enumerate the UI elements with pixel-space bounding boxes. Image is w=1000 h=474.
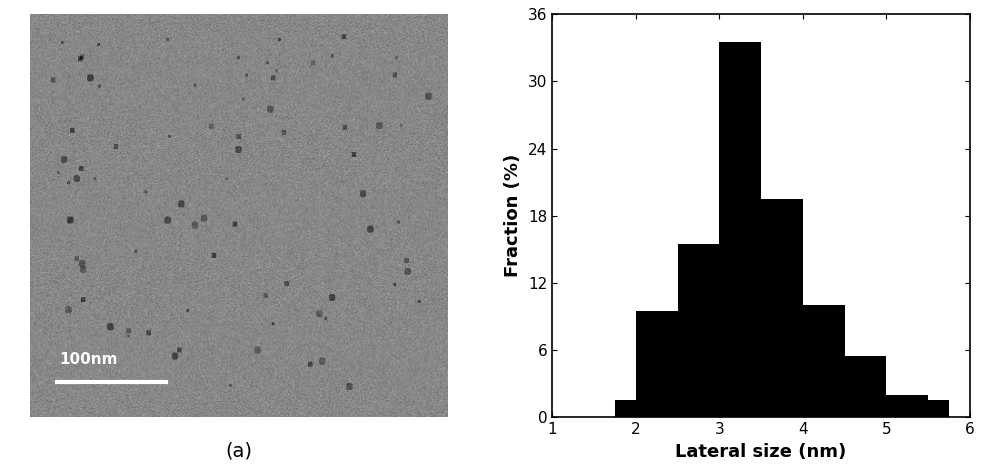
Bar <box>886 395 928 417</box>
Text: 100nm: 100nm <box>59 352 118 367</box>
X-axis label: Lateral size (nm): Lateral size (nm) <box>675 443 847 461</box>
Bar <box>803 305 845 417</box>
Bar <box>615 401 636 417</box>
Bar <box>636 311 678 417</box>
Bar <box>761 199 803 417</box>
Bar <box>928 401 949 417</box>
Bar <box>845 356 886 417</box>
Y-axis label: Fraction (%): Fraction (%) <box>504 154 522 277</box>
Bar <box>678 244 719 417</box>
Bar <box>719 42 761 417</box>
Text: (a): (a) <box>225 441 252 460</box>
